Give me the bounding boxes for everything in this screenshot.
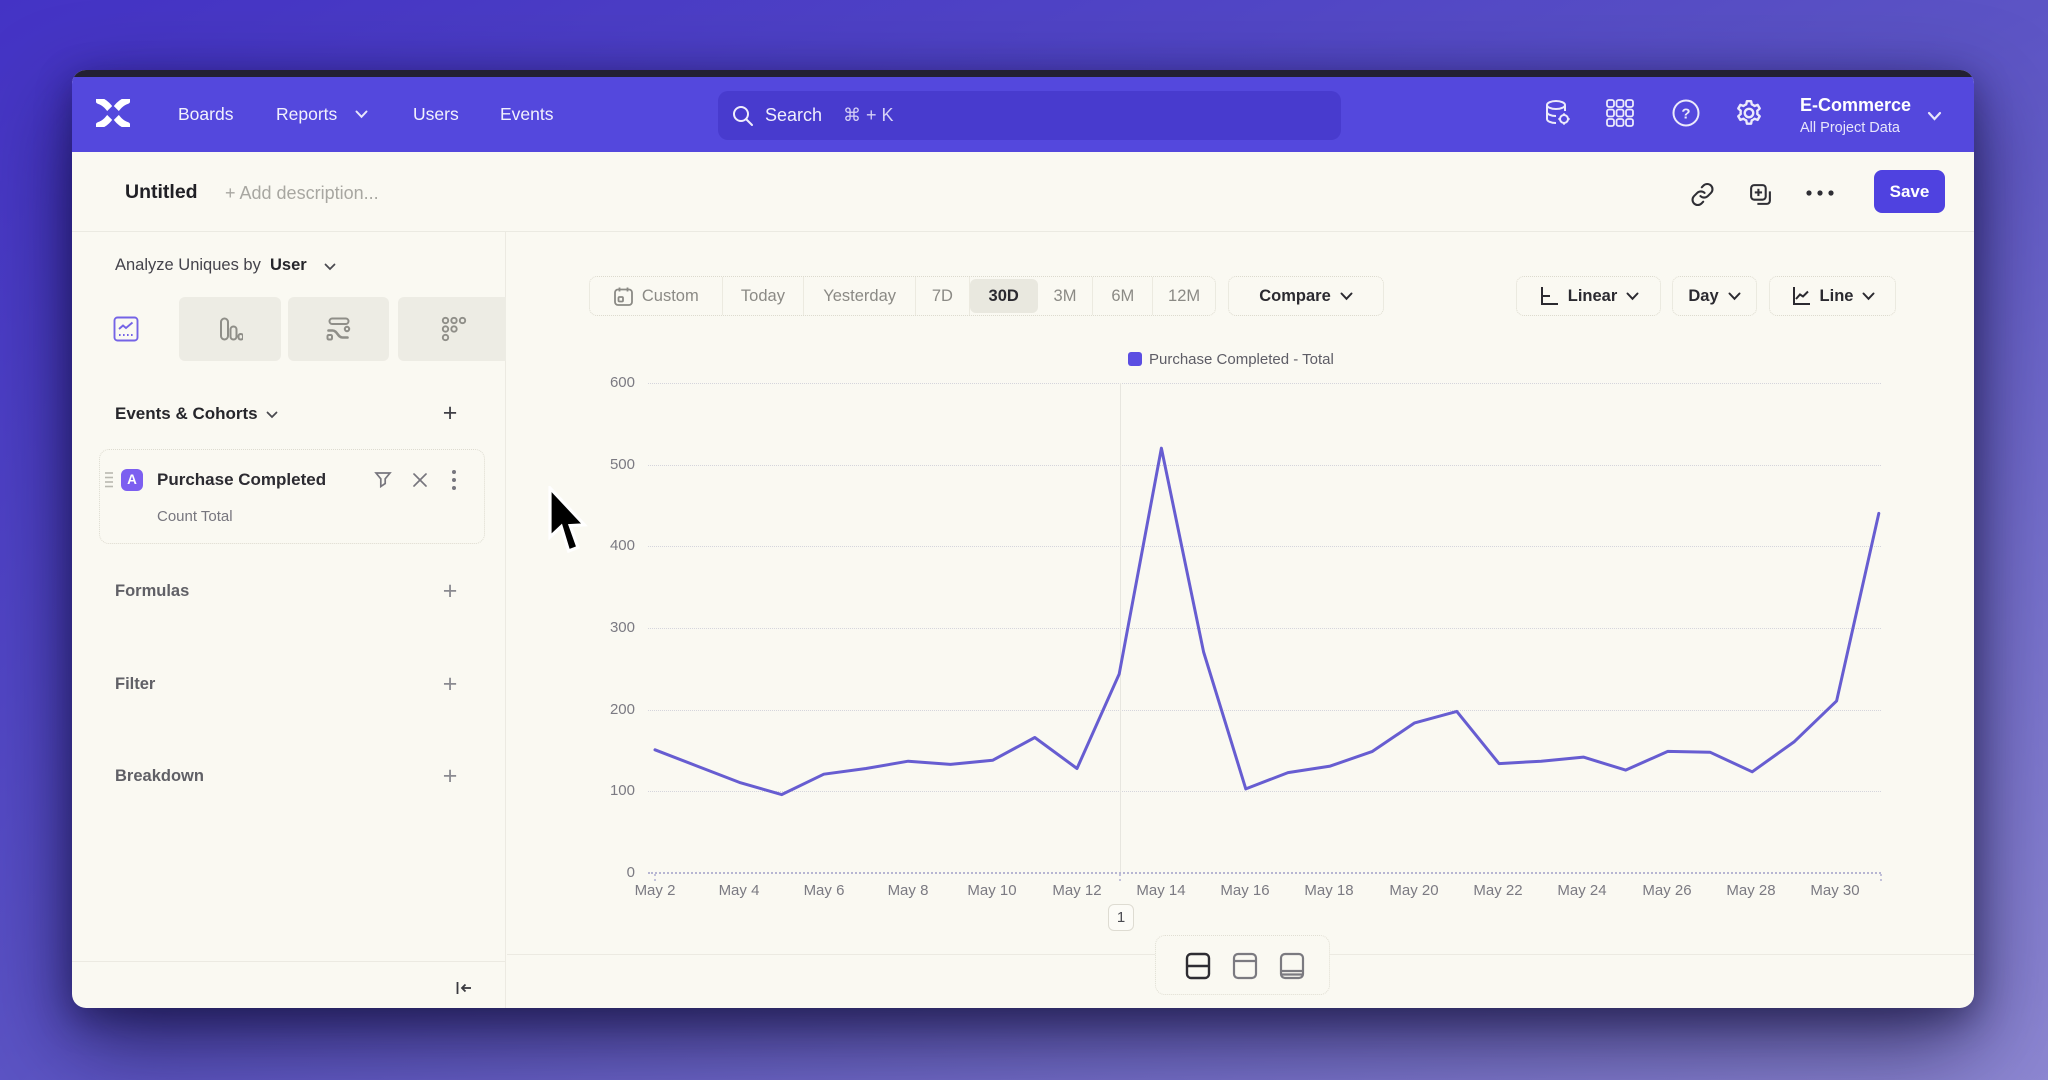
svg-text:?: ? [1681,106,1690,123]
